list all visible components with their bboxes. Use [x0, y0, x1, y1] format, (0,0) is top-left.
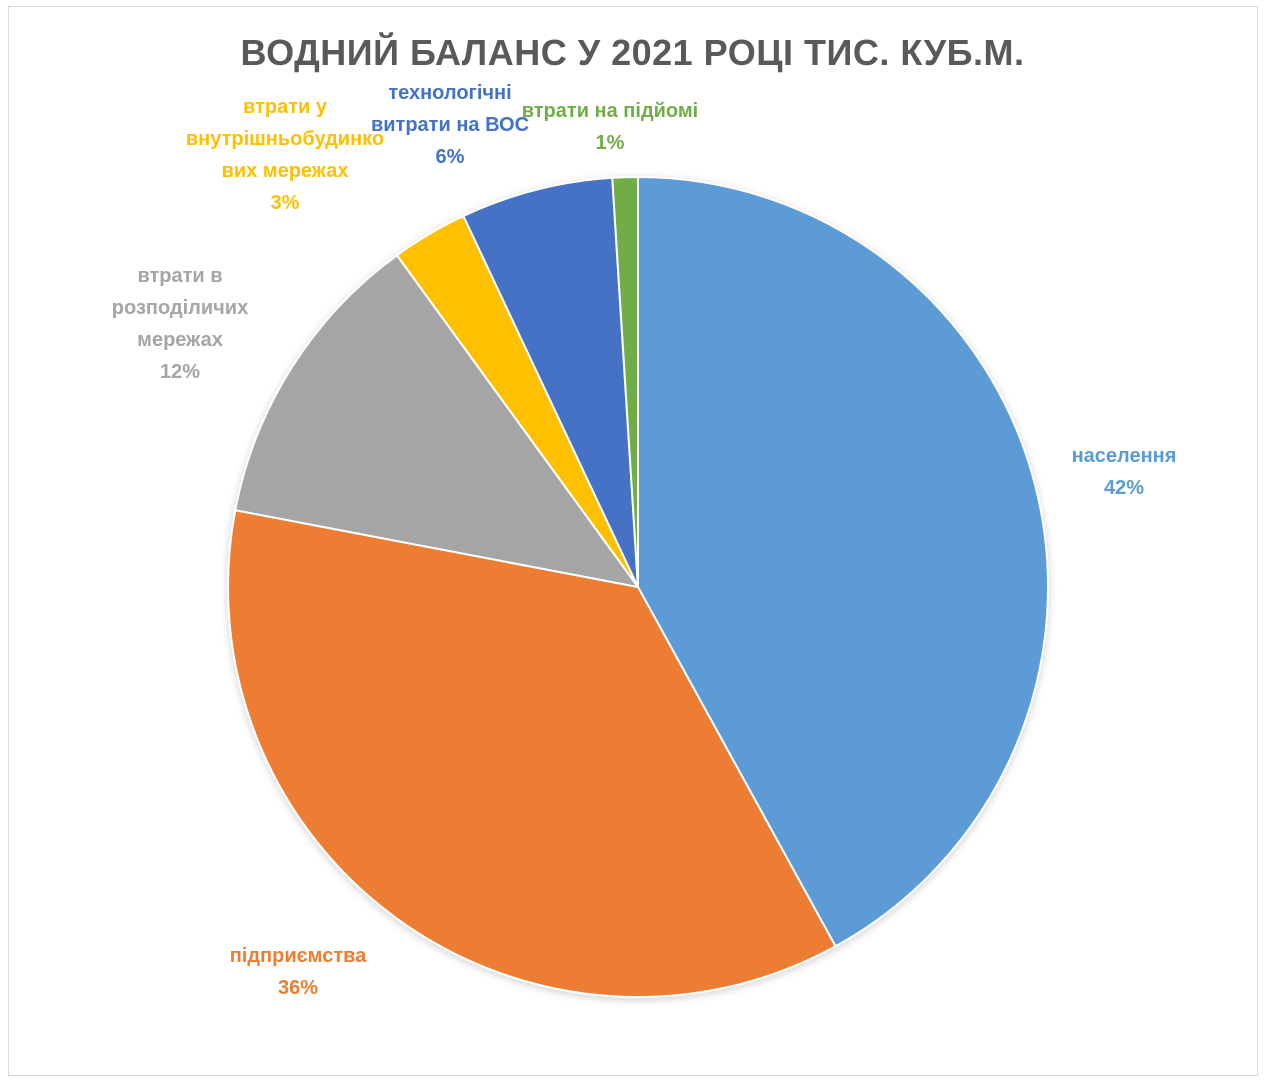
slice-name-4: витрати на ВОС — [371, 114, 529, 136]
slice-name-3: внутрішньобудинко — [186, 128, 384, 150]
slice-percent-0: 42% — [1104, 477, 1144, 499]
pie-slice-5 — [611, 175, 639, 588]
slice-percent-3: 3% — [271, 192, 300, 214]
slice-label-4: технологічні витрати на ВОС 6% — [371, 82, 529, 168]
slice-name-0: населення — [1072, 445, 1177, 467]
slice-name-2: втрати в — [137, 265, 222, 287]
pie-slice-1 — [227, 509, 837, 998]
chart-title: ВОДНИЙ БАЛАНС У 2021 РОЦІ ТИС. КУБ.М. — [240, 32, 1025, 73]
slice-percent-4: 6% — [436, 146, 465, 168]
slice-label-5: втрати на підйомі 1% — [522, 100, 699, 154]
slice-name-2: розподіличих — [112, 297, 248, 319]
slice-name-1: підприємства — [230, 945, 367, 967]
slice-percent-1: 36% — [278, 977, 318, 999]
slice-name-2: мережах — [137, 329, 223, 351]
pie-slice-2 — [234, 253, 641, 589]
slice-label-2: втрати в розподіличих мережах 12% — [112, 265, 248, 383]
pie-slice-0 — [637, 175, 1049, 948]
slice-label-3: втрати у внутрішньобудинко вих мережах 3% — [186, 96, 384, 214]
slice-percent-2: 12% — [160, 361, 200, 383]
slice-name-4: технологічні — [388, 82, 511, 104]
slice-label-0: населення 42% — [1072, 445, 1177, 499]
slice-name-3: втрати у — [243, 96, 328, 118]
slice-percent-5: 1% — [596, 132, 625, 154]
slice-name-3: вих мережах — [222, 160, 349, 182]
pie-slice-4 — [462, 176, 639, 588]
slice-label-1: підприємства 36% — [230, 945, 367, 999]
slice-name-5: втрати на підйомі — [522, 100, 699, 122]
